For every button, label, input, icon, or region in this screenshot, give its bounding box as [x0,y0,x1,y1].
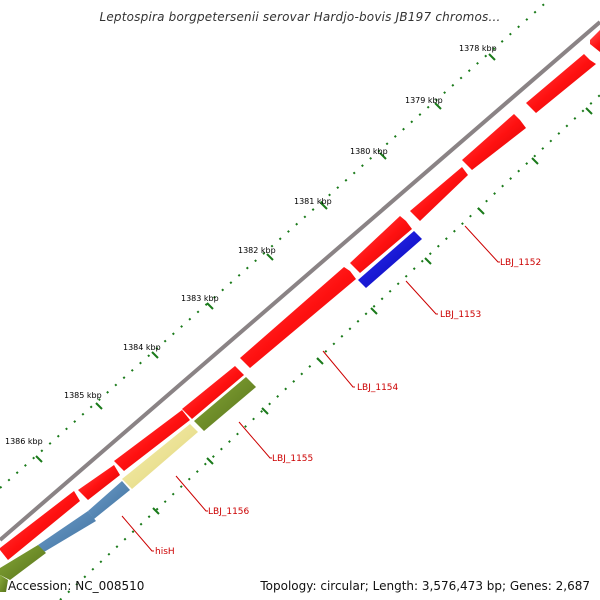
label-leaders [121,225,500,552]
map-footer: Accession: NC_008510 Topology: circular;… [0,574,600,600]
major-tick [531,157,539,165]
tick-label-1381: 1381 kbp [294,197,332,206]
major-tick [434,102,442,110]
gene-hish[interactable] [38,511,96,552]
tick-label-1380: 1380 kbp [350,147,388,156]
gene-arrow[interactable] [350,216,412,273]
gene-arrow[interactable] [114,410,190,471]
major-tick [151,351,159,359]
forward-strand-genes[interactable] [0,30,600,560]
reverse-strand-genes[interactable] [0,231,422,592]
major-tick [477,207,485,215]
major-tick [316,357,324,365]
gene-label-lbj-1154[interactable]: LBJ_1154 [357,383,399,393]
tick-label-1384: 1384 kbp [123,343,161,352]
outer-tick-ring [0,0,551,489]
gene-label-lbj-1156[interactable]: LBJ_1156 [208,507,250,517]
tick-label-1378: 1378 kbp [459,44,497,53]
tick-label-1386: 1386 kbp [5,437,43,446]
leader-hish [121,515,154,552]
gene-label-hish[interactable]: hisH [155,547,175,557]
gene-arrow[interactable] [78,465,120,500]
tick-label-1385: 1385 kbp [64,391,102,400]
major-tick [35,455,43,463]
gene-histidine-a[interactable] [88,481,130,519]
major-tick [320,202,328,210]
leader-lbj-1152 [464,225,500,263]
gene-label-lbj-1155[interactable]: LBJ_1155 [272,454,313,464]
tick-label-1383: 1383 kbp [181,294,219,303]
major-tick [370,307,378,315]
major-tick [585,107,593,115]
gene-labels: LBJ_1152 LBJ_1153 LBJ_1154 LBJ_1155 LBJ_… [155,258,541,557]
tick-label-1379: 1379 kbp [405,96,443,105]
gene-arrow[interactable] [240,267,356,368]
gene-arrow[interactable] [462,114,526,170]
major-tick [152,507,160,515]
chromosome-backbone [0,20,600,542]
tick-labels: 1378 kbp 1379 kbp 1380 kbp 1381 kbp 1382… [5,44,497,446]
leader-lbj-1155 [238,421,272,459]
leader-lbj-1156 [175,475,208,512]
gene-lbj-1153[interactable] [358,231,422,288]
accession-text: Accession: NC_008510 [8,579,145,593]
gene-arrow-olive-edge[interactable] [0,575,8,592]
major-tick [95,402,103,410]
gene-lbj-1156[interactable] [122,424,198,489]
major-tick [379,152,387,160]
tick-label-1382: 1382 kbp [238,246,276,255]
leader-lbj-1153 [405,280,438,315]
major-tick [488,53,496,61]
major-tick [266,253,274,261]
major-tick [261,407,269,415]
map-title: Leptospira borgpetersenii serovar Hardjo… [99,10,501,24]
major-tick [206,457,214,465]
gene-arrow[interactable] [0,491,80,560]
gene-arrow[interactable] [182,366,244,419]
gene-arrow-olive[interactable] [0,545,46,580]
gene-arrow[interactable] [526,54,596,113]
gene-label-lbj-1152[interactable]: LBJ_1152 [500,258,541,268]
gene-lbj-1155[interactable] [194,377,256,431]
major-tick [206,302,214,310]
gene-label-lbj-1153[interactable]: LBJ_1153 [440,310,481,320]
inner-tick-ring [59,94,600,600]
gene-arrow[interactable] [410,167,468,221]
gene-arrow[interactable] [590,30,600,52]
leader-lbj-1154 [322,350,355,388]
major-tick [424,257,432,265]
genome-summary-text: Topology: circular; Length: 3,576,473 bp… [260,579,590,593]
